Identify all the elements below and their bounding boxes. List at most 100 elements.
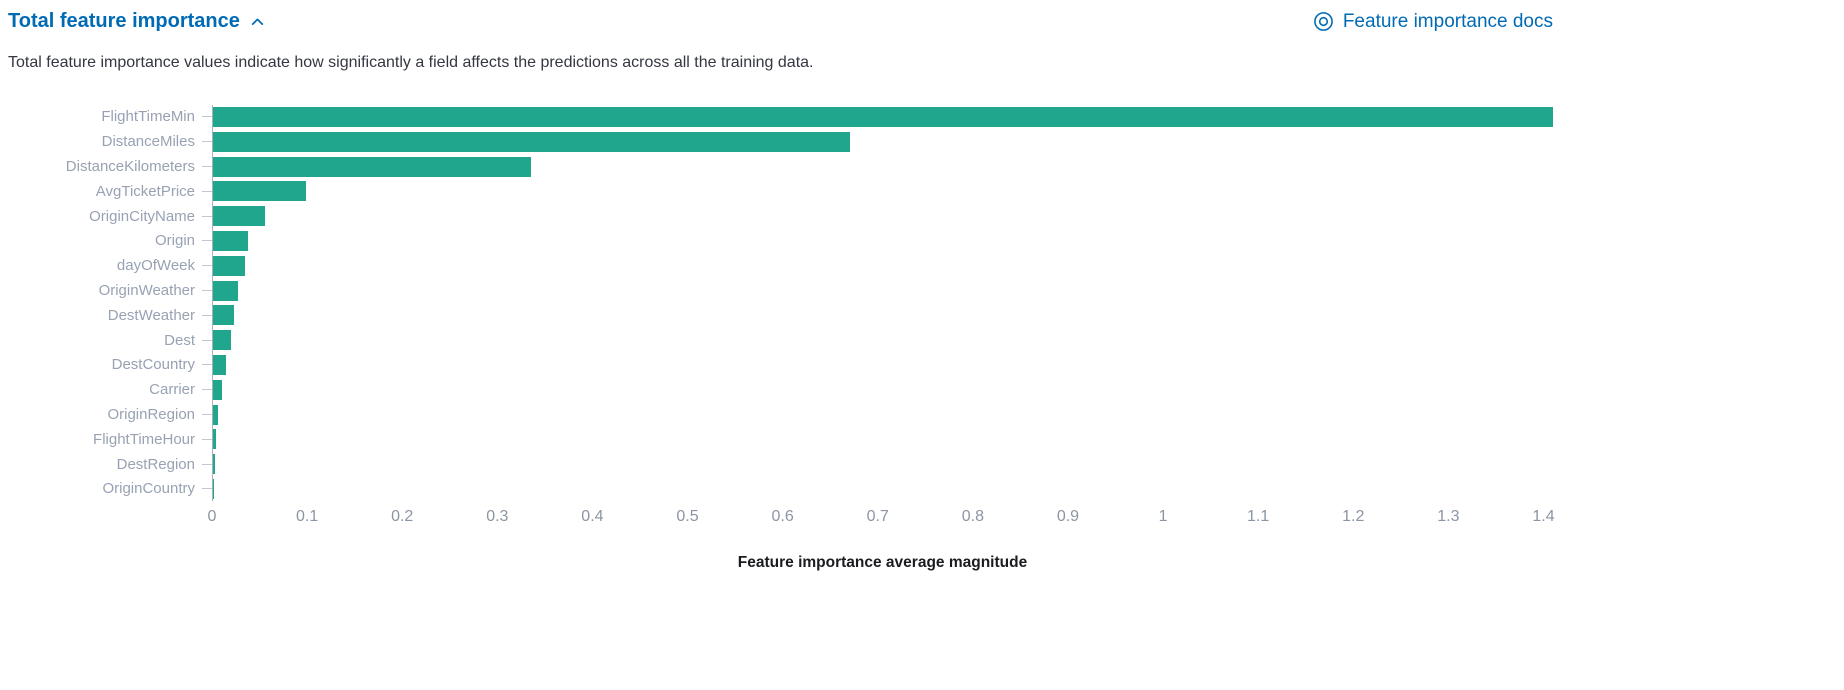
x-tick-label: 0.7: [867, 508, 889, 526]
x-tick-label: 0.5: [676, 508, 698, 526]
importance-bar[interactable]: [213, 405, 218, 425]
panel-header: Total feature importance Feature importa…: [8, 10, 1553, 33]
y-tick-mark: [202, 191, 212, 192]
category-label: DestCountry: [8, 356, 202, 373]
chart-row: AvgTicketPrice: [8, 179, 1553, 204]
y-tick-mark: [202, 240, 212, 241]
section-title: Total feature importance: [8, 10, 240, 33]
category-label: Dest: [8, 332, 202, 349]
importance-bar[interactable]: [213, 355, 226, 375]
chart-row: OriginWeather: [8, 278, 1553, 303]
y-tick-mark: [202, 414, 212, 415]
row-plot-area: [212, 179, 1553, 204]
importance-bar[interactable]: [213, 429, 216, 449]
importance-bar[interactable]: [213, 256, 245, 276]
feature-importance-panel: Total feature importance Feature importa…: [8, 10, 1553, 572]
chart-row: FlightTimeHour: [8, 427, 1553, 452]
importance-bar[interactable]: [213, 305, 234, 325]
y-tick-mark: [202, 464, 212, 465]
chevron-up-icon: [249, 13, 266, 30]
importance-bar[interactable]: [213, 107, 1553, 127]
y-tick-mark: [202, 265, 212, 266]
chart-row: DistanceKilometers: [8, 154, 1553, 179]
total-feature-importance-toggle[interactable]: Total feature importance: [8, 10, 266, 33]
y-tick-mark: [202, 166, 212, 167]
category-label: AvgTicketPrice: [8, 183, 202, 200]
chart-row: FlightTimeMin: [8, 105, 1553, 130]
feature-importance-chart: FlightTimeMin DistanceMiles DistanceKilome…: [8, 105, 1553, 573]
row-plot-area: [212, 204, 1553, 229]
x-tick-label: 1.1: [1247, 508, 1269, 526]
row-plot-area: [212, 253, 1553, 278]
feature-importance-docs-link[interactable]: Feature importance docs: [1313, 11, 1553, 33]
category-label: FlightTimeMin: [8, 108, 202, 125]
y-tick-mark: [202, 439, 212, 440]
x-tick-label: 0.3: [486, 508, 508, 526]
row-plot-area: [212, 402, 1553, 427]
documentation-icon: [1313, 11, 1334, 32]
importance-bar[interactable]: [213, 206, 265, 226]
importance-bar[interactable]: [213, 231, 248, 251]
importance-bar[interactable]: [213, 132, 850, 152]
x-tick-label: 0.1: [296, 508, 318, 526]
importance-bar[interactable]: [213, 380, 222, 400]
row-plot-area: [212, 229, 1553, 254]
y-tick-mark: [202, 364, 212, 365]
row-plot-area: [212, 303, 1553, 328]
chart-row: OriginCityName: [8, 204, 1553, 229]
x-tick-label: 0.9: [1057, 508, 1079, 526]
chart-row: dayOfWeek: [8, 253, 1553, 278]
x-tick-label: 1: [1159, 508, 1168, 526]
chart-row: DistanceMiles: [8, 129, 1553, 154]
chart-rows: FlightTimeMin DistanceMiles DistanceKilome…: [8, 105, 1553, 502]
row-plot-area: [212, 278, 1553, 303]
chart-row: Carrier: [8, 377, 1553, 402]
chart-row: Origin: [8, 229, 1553, 254]
row-plot-area: [212, 154, 1553, 179]
importance-bar[interactable]: [213, 157, 531, 177]
row-plot-area: [212, 477, 1553, 502]
category-label: OriginCityName: [8, 208, 202, 225]
panel-description: Total feature importance values indicate…: [8, 52, 1553, 74]
x-tick-label: 1.2: [1342, 508, 1364, 526]
chart-row: OriginRegion: [8, 402, 1553, 427]
category-label: OriginRegion: [8, 406, 202, 423]
row-plot-area: [212, 129, 1553, 154]
x-tick-label: 0.2: [391, 508, 413, 526]
category-label: DistanceKilometers: [8, 158, 202, 175]
chart-row: OriginCountry: [8, 477, 1553, 502]
category-label: dayOfWeek: [8, 257, 202, 274]
category-label: DestWeather: [8, 307, 202, 324]
category-label: OriginWeather: [8, 282, 202, 299]
y-tick-mark: [202, 290, 212, 291]
x-tick-label: 1.3: [1437, 508, 1459, 526]
row-plot-area: [212, 105, 1553, 130]
importance-bar[interactable]: [213, 281, 238, 301]
importance-bar[interactable]: [213, 454, 215, 474]
category-label: DistanceMiles: [8, 133, 202, 150]
chart-row: DestRegion: [8, 452, 1553, 477]
category-label: Carrier: [8, 381, 202, 398]
x-tick-label: 1.4: [1532, 508, 1554, 526]
category-label: DestRegion: [8, 456, 202, 473]
x-axis-title: Feature importance average magnitude: [212, 554, 1553, 572]
row-plot-area: [212, 427, 1553, 452]
row-plot-area: [212, 328, 1553, 353]
y-tick-mark: [202, 389, 212, 390]
x-tick-label: 0.8: [962, 508, 984, 526]
y-tick-mark: [202, 116, 212, 117]
x-tick-label: 0: [208, 508, 217, 526]
y-tick-mark: [202, 340, 212, 341]
importance-bar[interactable]: [213, 330, 231, 350]
y-tick-mark: [202, 216, 212, 217]
row-plot-area: [212, 377, 1553, 402]
chart-row: DestCountry: [8, 353, 1553, 378]
importance-bar[interactable]: [213, 181, 306, 201]
y-tick-mark: [202, 141, 212, 142]
category-label: FlightTimeHour: [8, 431, 202, 448]
row-plot-area: [212, 452, 1553, 477]
category-label: OriginCountry: [8, 480, 202, 497]
row-plot-area: [212, 353, 1553, 378]
x-tick-label: 0.6: [772, 508, 794, 526]
